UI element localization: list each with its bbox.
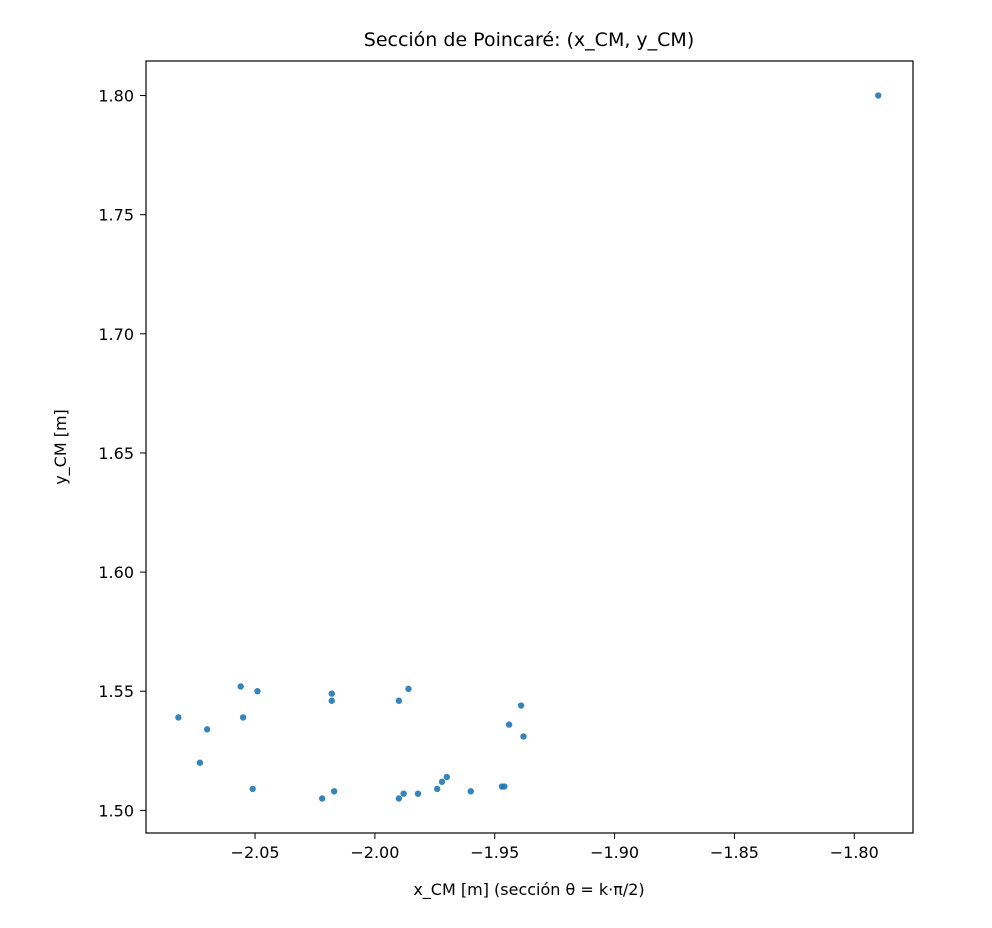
data-point — [249, 785, 256, 793]
data-point — [239, 714, 247, 721]
data-point — [400, 790, 407, 797]
x-tick-label: −1.90 — [590, 843, 639, 862]
y-tick-label: 1.60 — [98, 563, 134, 582]
y-tick-label: 1.80 — [98, 87, 134, 106]
data-points — [175, 92, 882, 802]
data-point — [330, 788, 338, 795]
data-point — [434, 785, 441, 793]
data-point — [875, 92, 882, 99]
data-point — [517, 702, 525, 709]
y-axis: 1.50 1.55 1.60 1.65 1.70 1.75 1.80 — [98, 87, 146, 820]
y-tick-label: 1.50 — [98, 801, 134, 820]
y-tick-label: 1.75 — [98, 206, 134, 225]
data-point — [505, 721, 513, 728]
x-axis-label: x_CM [m] (sección θ = k·π/2) — [413, 880, 644, 900]
data-point — [175, 714, 182, 721]
y-tick-label: 1.55 — [98, 682, 134, 701]
x-tick-label: −2.05 — [231, 843, 280, 862]
plot-frame — [145, 60, 914, 834]
data-point — [395, 795, 403, 802]
y-tick-label: 1.70 — [98, 325, 134, 344]
data-point — [438, 778, 446, 785]
data-point — [203, 726, 211, 733]
data-point — [405, 685, 412, 693]
data-point — [196, 759, 204, 766]
data-point — [254, 688, 261, 695]
x-tick-label: −1.95 — [470, 843, 519, 862]
x-axis: −2.05 −2.00 −1.95 −1.90 −1.85 −1.80 — [231, 833, 879, 862]
data-point — [467, 788, 474, 795]
data-point — [414, 790, 422, 797]
x-tick-label: −1.85 — [710, 843, 759, 862]
y-axis-label: y_CM [m] — [51, 409, 71, 485]
data-point — [501, 783, 508, 790]
x-tick-label: −1.80 — [830, 843, 879, 862]
data-point — [328, 690, 335, 697]
data-point — [328, 697, 335, 704]
data-point — [443, 773, 451, 781]
x-tick-label: −2.00 — [350, 843, 399, 862]
y-tick-label: 1.65 — [98, 444, 134, 463]
data-point — [395, 697, 403, 704]
data-point — [318, 795, 326, 802]
plot-area — [145, 60, 914, 834]
chart-title: Sección de Poincaré: (x_CM, y_CM) — [364, 29, 694, 51]
data-point — [237, 683, 244, 690]
data-point — [520, 733, 527, 740]
